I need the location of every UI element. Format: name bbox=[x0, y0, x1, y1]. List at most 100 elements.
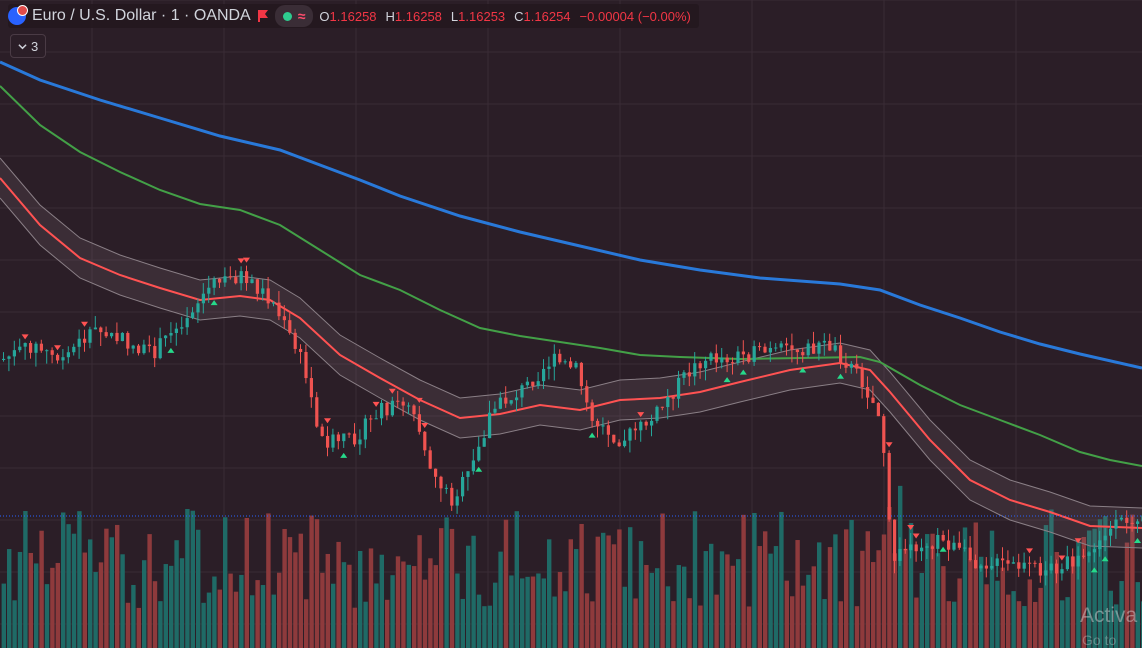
volume-bar bbox=[466, 545, 471, 648]
candle-body bbox=[1049, 563, 1053, 571]
volume-bar bbox=[190, 510, 195, 648]
candle-body bbox=[952, 542, 956, 550]
low-value: L1.16253 bbox=[450, 8, 506, 24]
candle-body bbox=[88, 329, 92, 343]
candle-body bbox=[504, 397, 508, 404]
buy-signal-marker bbox=[475, 466, 483, 472]
candle-body bbox=[439, 476, 443, 489]
buy-signal-marker bbox=[340, 452, 348, 458]
candle-body bbox=[569, 361, 573, 368]
volume-bar bbox=[736, 559, 741, 648]
volume-bar bbox=[979, 556, 984, 648]
volume-bar bbox=[665, 586, 671, 648]
volume-bar bbox=[536, 573, 541, 648]
candle-body bbox=[1065, 556, 1069, 570]
candle-body bbox=[412, 405, 416, 415]
volume-bar bbox=[493, 582, 498, 648]
candle-body bbox=[1092, 549, 1096, 553]
candle-body bbox=[714, 353, 718, 363]
volume-bar bbox=[725, 554, 730, 648]
volume-bar bbox=[773, 546, 779, 648]
volume-bar bbox=[390, 575, 395, 648]
volume-bar bbox=[109, 537, 114, 648]
volume-bar bbox=[147, 534, 152, 648]
candle-body bbox=[563, 361, 567, 363]
volume-bar bbox=[714, 594, 719, 648]
candle-body bbox=[882, 416, 886, 453]
candle-body bbox=[455, 496, 459, 506]
volume-bar bbox=[260, 585, 266, 648]
volume-bar bbox=[741, 514, 746, 648]
sell-signal-marker bbox=[1026, 548, 1033, 554]
volume-bar bbox=[39, 530, 44, 648]
candle-body bbox=[369, 418, 373, 420]
candle-body bbox=[1103, 535, 1107, 541]
volume-bar bbox=[698, 605, 703, 648]
candle-body bbox=[174, 328, 178, 334]
flag-icon[interactable] bbox=[257, 9, 269, 23]
candle-body bbox=[61, 357, 65, 361]
volume-bar bbox=[17, 551, 23, 648]
candle-body bbox=[1076, 555, 1080, 567]
candle-body bbox=[758, 346, 762, 348]
volume-bar bbox=[174, 540, 179, 648]
symbol-title[interactable]: Euro / U.S. Dollar · 1 · OANDA bbox=[32, 7, 251, 24]
wave-icon[interactable]: ≈ bbox=[297, 8, 306, 24]
volume-bar bbox=[687, 598, 692, 648]
volume-bar bbox=[1070, 556, 1076, 648]
candlesticks bbox=[2, 265, 1142, 586]
candle-body bbox=[633, 428, 637, 431]
candle-body bbox=[428, 450, 432, 469]
buy-signal-marker bbox=[739, 369, 747, 375]
volume-bar bbox=[341, 562, 347, 648]
candle-body bbox=[1028, 562, 1032, 564]
volume-bar bbox=[692, 511, 698, 648]
candle-body bbox=[984, 565, 988, 569]
volume-bar bbox=[574, 549, 579, 648]
candle-body bbox=[234, 277, 238, 284]
candle-body bbox=[147, 344, 151, 347]
volume-bar bbox=[919, 572, 924, 648]
eurusd-flag-icon[interactable] bbox=[8, 5, 28, 25]
volume-bar bbox=[1087, 530, 1092, 648]
sell-signal-marker bbox=[54, 345, 61, 351]
candle-body bbox=[774, 347, 778, 349]
volume-bar bbox=[984, 584, 989, 648]
volume-bar bbox=[844, 529, 849, 648]
candle-body bbox=[920, 547, 924, 552]
candle-body bbox=[1119, 517, 1123, 520]
candle-body bbox=[579, 362, 583, 387]
candle-body bbox=[142, 344, 146, 354]
visibility-toggle[interactable]: ≈ bbox=[274, 5, 314, 27]
volume-bar bbox=[352, 607, 357, 648]
candle-body bbox=[644, 421, 648, 426]
activate-windows-watermark: Activa bbox=[1080, 604, 1138, 627]
volume-bar bbox=[865, 531, 870, 648]
candle-body bbox=[639, 421, 643, 431]
volume-bar bbox=[935, 553, 941, 648]
candle-body bbox=[930, 546, 934, 549]
candle-body bbox=[936, 534, 940, 549]
candle-body bbox=[601, 425, 605, 427]
candle-body bbox=[1033, 562, 1037, 564]
candle-body bbox=[320, 426, 324, 436]
volume-bar bbox=[271, 594, 276, 648]
candle-body bbox=[12, 350, 16, 357]
candle-body bbox=[795, 349, 799, 353]
sell-signal-marker bbox=[415, 397, 423, 403]
eye-dot-icon[interactable] bbox=[282, 11, 292, 21]
volume-bar bbox=[104, 528, 109, 648]
candle-body bbox=[693, 363, 697, 377]
candle-body bbox=[974, 560, 978, 569]
candle-body bbox=[1006, 560, 1010, 564]
candle-body bbox=[525, 381, 529, 386]
candle-body bbox=[687, 372, 691, 377]
indicators-collapse-button[interactable]: 3 bbox=[10, 34, 47, 58]
volume-bar bbox=[287, 537, 293, 648]
volume-bar bbox=[860, 550, 865, 648]
volume-bar bbox=[1038, 587, 1043, 648]
candle-body bbox=[407, 405, 411, 407]
candle-body bbox=[304, 351, 308, 379]
